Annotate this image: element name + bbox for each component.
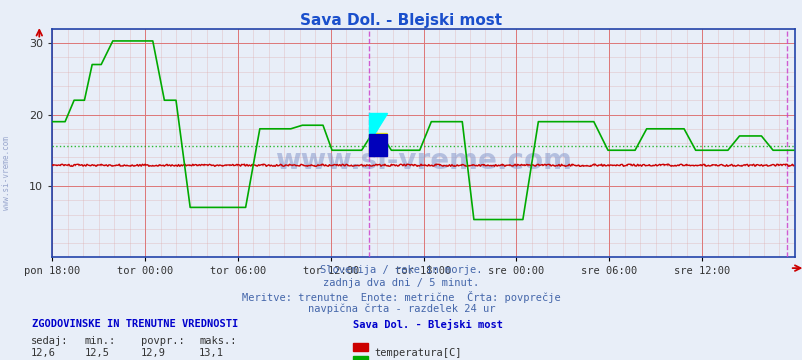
Text: www.si-vreme.com: www.si-vreme.com bbox=[2, 136, 11, 210]
Text: zadnja dva dni / 5 minut.: zadnja dva dni / 5 minut. bbox=[323, 278, 479, 288]
Bar bbox=[369, 134, 387, 156]
Text: 13,1: 13,1 bbox=[199, 348, 224, 358]
Text: Sava Dol. - Blejski most: Sava Dol. - Blejski most bbox=[300, 13, 502, 28]
Text: Meritve: trenutne  Enote: metrične  Črta: povprečje: Meritve: trenutne Enote: metrične Črta: … bbox=[242, 291, 560, 302]
Text: povpr.:: povpr.: bbox=[140, 336, 184, 346]
Text: 12,6: 12,6 bbox=[30, 348, 55, 358]
Text: 12,5: 12,5 bbox=[84, 348, 109, 358]
Polygon shape bbox=[369, 113, 387, 141]
Text: sedaj:: sedaj: bbox=[30, 336, 68, 346]
Text: temperatura[C]: temperatura[C] bbox=[374, 348, 461, 358]
Text: maks.:: maks.: bbox=[199, 336, 237, 346]
Text: ZGODOVINSKE IN TRENUTNE VREDNOSTI: ZGODOVINSKE IN TRENUTNE VREDNOSTI bbox=[32, 319, 238, 329]
Text: www.si-vreme.com: www.si-vreme.com bbox=[275, 147, 571, 175]
Text: Slovenija / reke in morje.: Slovenija / reke in morje. bbox=[320, 265, 482, 275]
Text: navpična črta - razdelek 24 ur: navpična črta - razdelek 24 ur bbox=[307, 303, 495, 314]
Polygon shape bbox=[369, 133, 387, 154]
Text: min.:: min.: bbox=[84, 336, 115, 346]
Text: Sava Dol. - Blejski most: Sava Dol. - Blejski most bbox=[353, 319, 503, 330]
Text: 12,9: 12,9 bbox=[140, 348, 165, 358]
